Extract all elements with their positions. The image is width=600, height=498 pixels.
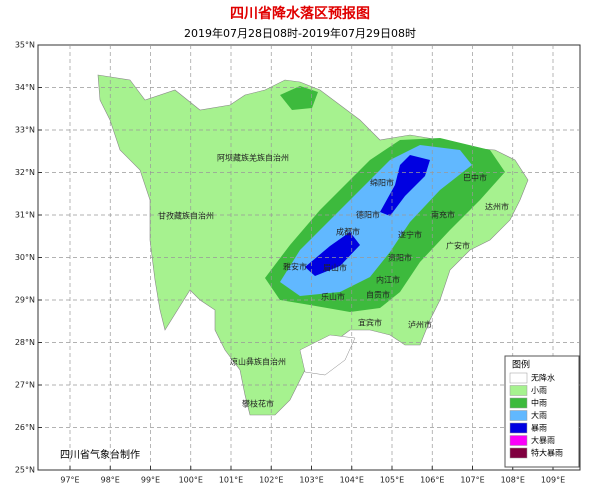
legend-swatch [509, 422, 528, 434]
region-label: 遂宁市 [398, 230, 422, 240]
lat-label: 32°N [15, 168, 35, 177]
region-label: 成都市 [336, 227, 360, 237]
legend-swatch [509, 385, 528, 396]
lon-label: 106°E [420, 476, 444, 485]
lon-label: 101°E [219, 476, 243, 485]
legend-label: 大雨 [531, 410, 547, 420]
region-label: 德阳市 [356, 210, 380, 220]
lat-label: 27°N [15, 381, 35, 390]
legend-swatch [509, 410, 528, 421]
region-label: 绵阳市 [370, 178, 394, 188]
legend-swatch [509, 372, 528, 384]
legend-swatch [509, 447, 528, 459]
region-label: 雅安市 [283, 262, 307, 272]
legend-label: 大暴雨 [531, 435, 555, 445]
region-label: 宜宾市 [358, 318, 382, 328]
region-label: 乐山市 [321, 292, 345, 302]
lon-label: 103°E [299, 476, 323, 485]
lat-label: 29°N [15, 296, 35, 305]
region-label: 阿坝藏族羌族自治州 [217, 153, 289, 163]
lon-label: 108°E [501, 476, 525, 485]
moderate-rain-area [280, 86, 318, 110]
region-label: 攀枝花市 [242, 399, 274, 409]
graticule: 35°N 34°N 33°N 32°N 31°N 30°N 29°N 28°N 27°N 26°N… [15, 41, 580, 485]
region-label: 自贡市 [366, 290, 390, 300]
lon-label: 107°E [460, 476, 484, 485]
lat-label: 26°N [15, 423, 35, 432]
legend-title: 图例 [512, 359, 530, 371]
lon-label: 104°E [340, 476, 364, 485]
lon-label: 105°E [380, 476, 404, 485]
lon-label: 109°E [541, 476, 565, 485]
legend-swatch [509, 435, 528, 446]
rainstorm-area [380, 155, 430, 216]
rainstorm-area [305, 232, 360, 276]
legend-label: 中雨 [531, 398, 547, 408]
region-label: 甘孜藏族自治州 [158, 211, 214, 221]
legend-label: 特大暴雨 [531, 448, 563, 458]
legend-swatch [509, 397, 528, 409]
legend-label: 小雨 [531, 386, 547, 395]
lat-label: 30°N [15, 253, 35, 262]
region-label: 凉山彝族自治州 [230, 357, 286, 367]
lon-label: 102°E [259, 476, 283, 485]
lon-label: 98°E [101, 476, 120, 485]
region-label: 内江市 [376, 275, 400, 285]
lat-label: 35°N [15, 41, 35, 50]
lat-label: 34°N [15, 83, 35, 92]
lat-label: 33°N [15, 126, 35, 135]
region-label: 眉山市 [323, 263, 347, 273]
region-label: 广安市 [446, 241, 470, 251]
legend-label: 暴雨 [531, 424, 547, 433]
region-label: 资阳市 [388, 253, 412, 263]
title: 四川省降水落区预报图 [230, 5, 370, 22]
lat-label: 25°N [15, 466, 35, 475]
region-label: 达州市 [485, 202, 509, 212]
lon-label: 97°E [60, 476, 79, 485]
region-label: 巴中市 [463, 173, 487, 183]
lat-label: 31°N [15, 211, 35, 220]
lat-label: 28°N [15, 338, 35, 347]
rain-areas [97, 74, 529, 416]
legend-label: 无降水 [531, 373, 555, 383]
lon-label: 99°E [141, 476, 160, 485]
region-label: 泸州市 [408, 320, 432, 330]
credit: 四川省气象台制作 [60, 448, 140, 461]
lon-label: 100°E [179, 476, 203, 485]
subtitle: 2019年07月28日08时-2019年07月29日08时 [184, 26, 416, 40]
region-label: 南充市 [431, 210, 455, 220]
no-rain-area [299, 334, 356, 376]
